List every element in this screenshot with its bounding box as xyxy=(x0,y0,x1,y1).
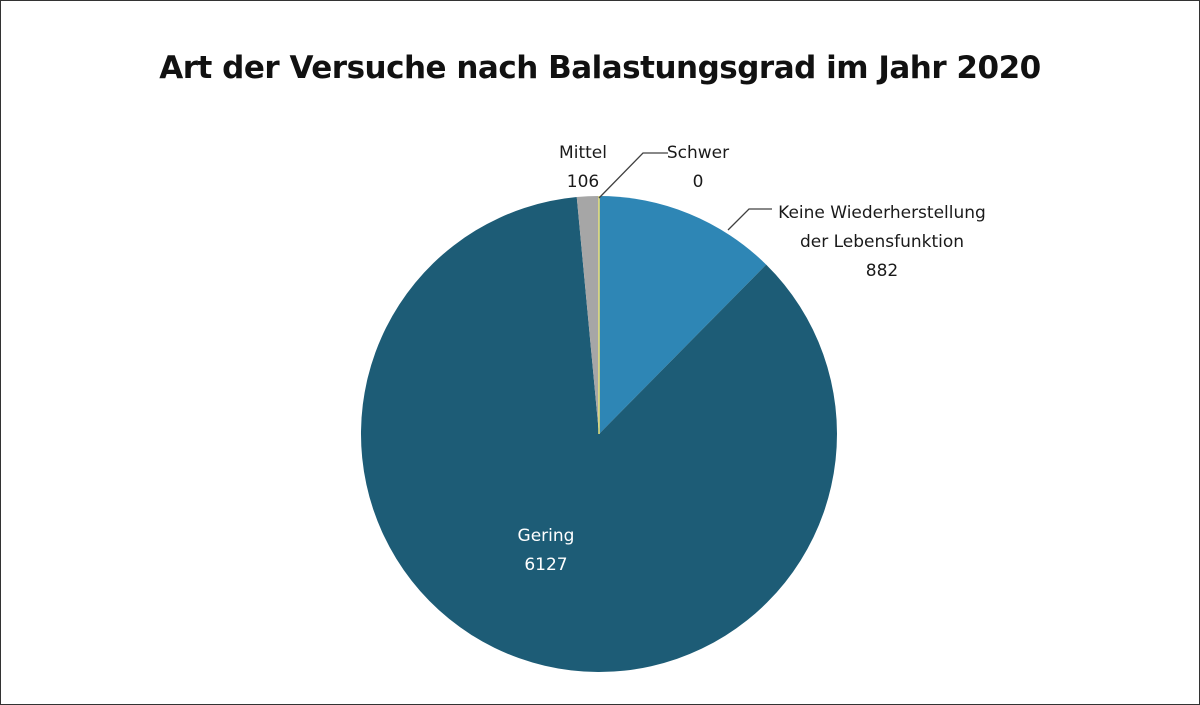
pie-slices xyxy=(360,196,837,672)
data-label-keine-wiederherstellung-der-lebensfunktion: Keine Wiederherstellung der Lebensfunktio… xyxy=(778,203,986,281)
data-label-schwer: Schwer 0 xyxy=(667,143,729,192)
leader-line-schwer xyxy=(598,152,668,199)
data-label-mittel: Mittel 106 xyxy=(559,143,607,192)
pie-slice-keine-wiederherstellung-der-lebensfunktion xyxy=(599,196,767,434)
leader-lines xyxy=(598,152,772,231)
pie-slice-mittel xyxy=(576,196,599,434)
slice-labels: Keine Wiederherstellung der Lebensfunktio… xyxy=(518,143,986,575)
pie-slice-gering xyxy=(360,197,837,672)
leader-line-keine-wiederherstellung-der-lebensfunktion xyxy=(727,208,772,231)
data-label-gering: Gering 6127 xyxy=(518,526,575,575)
chart-title: Art der Versuche nach Balastungsgrad im … xyxy=(159,50,1041,86)
